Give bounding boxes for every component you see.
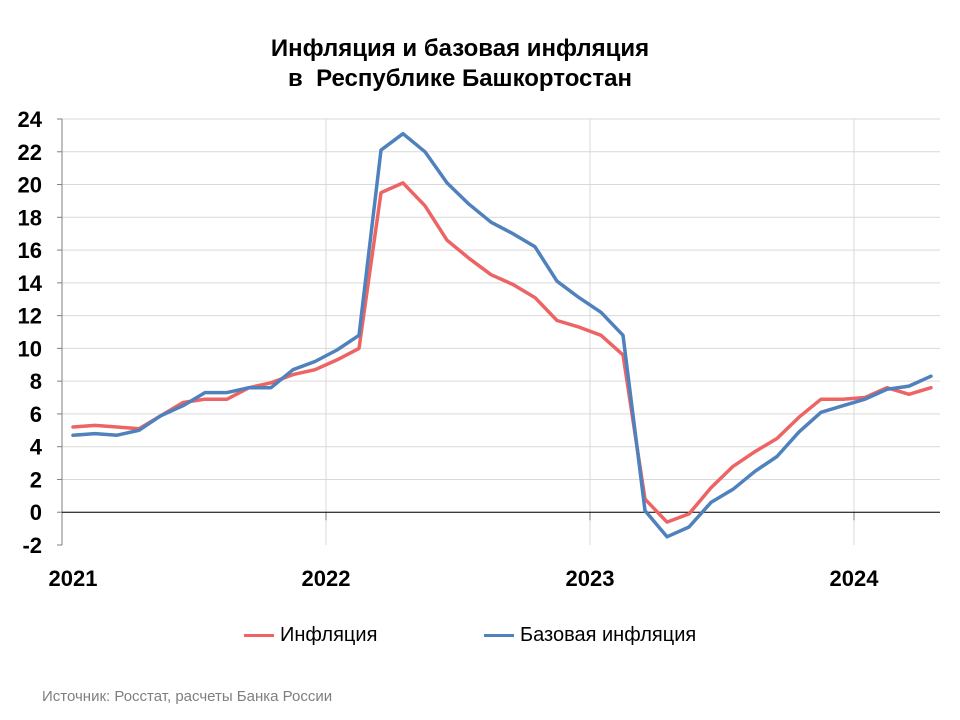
legend-item-inflation: Инфляция [244, 620, 377, 650]
y-tick-label: 24 [18, 107, 43, 132]
legend-item-core-inflation: Базовая инфляция [484, 620, 696, 650]
y-tick-label: 6 [30, 402, 42, 427]
y-tick-label: 2 [30, 467, 42, 492]
legend-swatch-core-inflation [484, 633, 514, 637]
legend-label-core-inflation: Базовая инфляция [520, 623, 697, 646]
y-tick-label: 18 [18, 205, 42, 230]
chart-title-line-1: Инфляция и базовая инфляция [270, 35, 650, 62]
x-tick-label: 2024 [830, 566, 880, 591]
axes [57, 118, 940, 546]
y-tick-label: 22 [18, 140, 42, 165]
legend: Инфляция Базовая инфляция [0, 620, 960, 650]
x-tick-label: 2022 [302, 566, 351, 591]
series-line-core-inflation [71, 131, 933, 539]
chart-title-line-2: в Республике Башкортостан [287, 65, 632, 92]
x-tick-label: 2021 [49, 566, 98, 591]
y-tick-label: 0 [30, 500, 42, 525]
legend-swatch-inflation [244, 633, 274, 637]
y-tick-label: 10 [18, 336, 42, 361]
series-lines [71, 131, 933, 539]
grid-lines [62, 118, 940, 545]
y-tick-label: 20 [18, 173, 42, 198]
source-note: Источник: Росстат, расчеты Банка России [42, 688, 333, 705]
y-tick-label: 4 [30, 435, 43, 460]
y-tick-label: -2 [22, 533, 42, 558]
legend-label-inflation: Инфляция [280, 623, 378, 646]
series-line-inflation [71, 181, 933, 524]
y-tick-label: 12 [18, 304, 42, 329]
x-tick-label: 2023 [566, 566, 615, 591]
y-tick-label: 14 [18, 271, 43, 296]
y-tick-label: 8 [30, 369, 42, 394]
chart-title: Инфляция и базовая инфляция в Республике… [0, 34, 920, 94]
y-tick-label: 16 [18, 238, 42, 263]
